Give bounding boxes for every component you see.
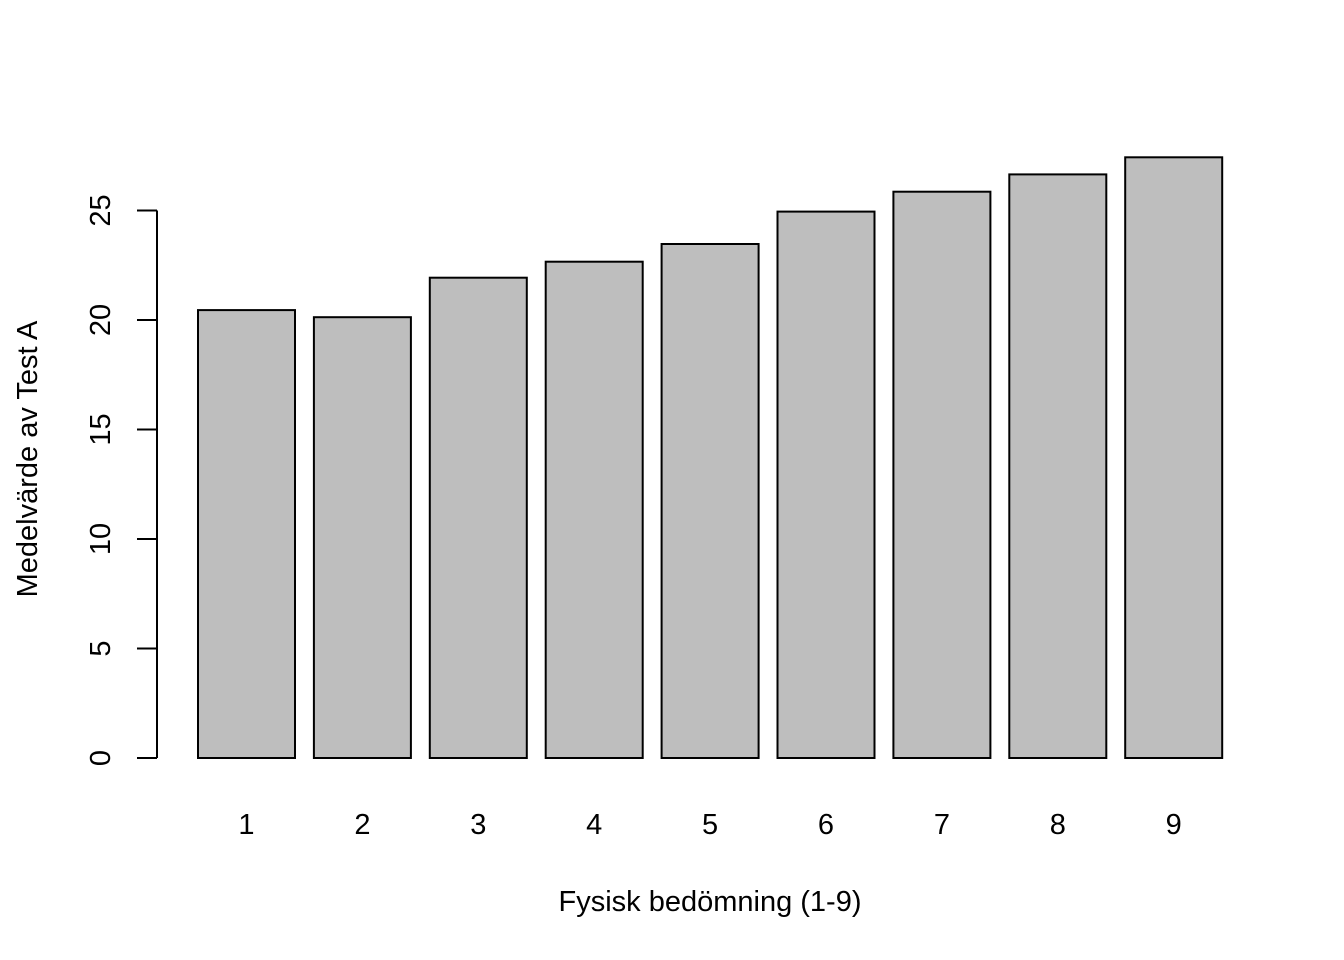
- x-tick-label-9: 9: [1166, 809, 1182, 841]
- bar-2: [312, 316, 412, 759]
- y-tick-label-20: 20: [85, 304, 117, 336]
- y-axis-title: Medelvärde av Test A: [12, 320, 44, 597]
- x-tick-label-2: 2: [354, 809, 370, 841]
- bar-7: [892, 190, 992, 759]
- y-tick-label-5: 5: [85, 640, 117, 656]
- y-axis: 0 5 10 15 20 25: [85, 194, 158, 766]
- y-tick-label-15: 15: [85, 413, 117, 445]
- y-tick-label-10: 10: [85, 523, 117, 555]
- x-tick-label-5: 5: [702, 809, 718, 841]
- y-tick-label-25: 25: [85, 194, 117, 226]
- x-axis-title: Fysisk bedömning (1-9): [559, 886, 862, 918]
- x-tick-label-1: 1: [238, 809, 254, 841]
- x-tick-label-7: 7: [934, 809, 950, 841]
- bars-group: [197, 156, 1224, 760]
- bar-8: [1008, 173, 1108, 759]
- x-tick-label-3: 3: [470, 809, 486, 841]
- y-tick-label-0: 0: [85, 750, 117, 766]
- x-tick-label-6: 6: [818, 809, 834, 841]
- bar-9: [1124, 156, 1224, 760]
- bar-5: [660, 243, 760, 759]
- bar-6: [776, 210, 876, 760]
- x-axis-labels: 1 2 3 4 5 6 7 8 9: [238, 809, 1181, 841]
- bar-3: [428, 276, 528, 759]
- bar-1: [197, 309, 296, 759]
- x-tick-label-4: 4: [586, 809, 602, 841]
- bar-4: [544, 260, 644, 759]
- x-tick-label-8: 8: [1050, 809, 1066, 841]
